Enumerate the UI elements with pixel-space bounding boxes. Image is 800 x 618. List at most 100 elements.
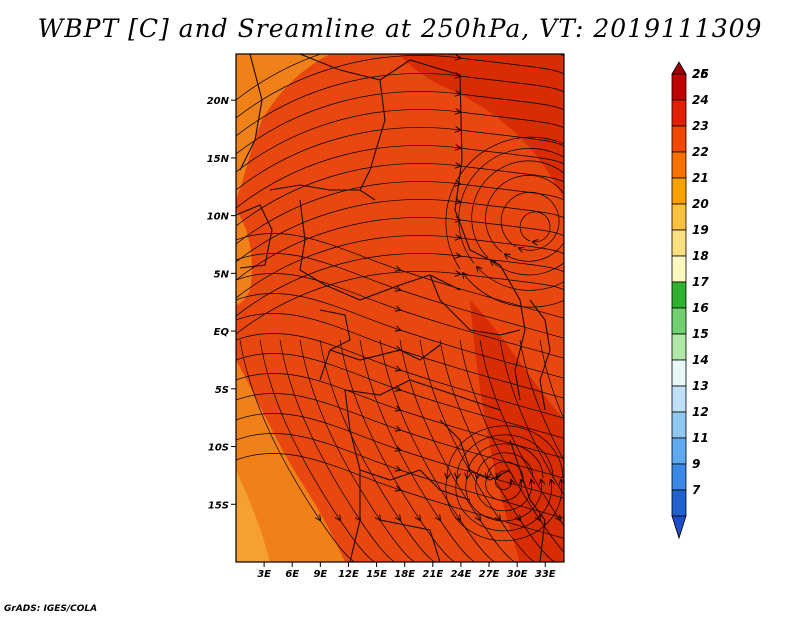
colorbar-swatch <box>671 281 687 309</box>
colorbar-label: 14 <box>692 353 709 367</box>
streamline <box>279 339 420 562</box>
colorbar-swatch <box>671 255 687 283</box>
lon-tick-label: 9E <box>313 569 327 580</box>
streamline <box>519 211 551 242</box>
colorbar-swatch <box>671 229 687 257</box>
lon-tick-label: 12E <box>338 569 359 580</box>
colorbar-bottom-arrow <box>671 515 687 540</box>
colorbar-swatch <box>671 333 687 361</box>
streamline <box>236 74 564 137</box>
streamline <box>236 218 564 281</box>
colorbar-label: 19 <box>692 223 709 237</box>
wbpt-cooler-region-southwest <box>236 470 270 562</box>
streamline <box>236 128 564 191</box>
colorbar-swatch <box>671 125 687 153</box>
streamlines <box>236 54 564 562</box>
lat-tick-label: 20N <box>207 96 230 107</box>
country-border <box>379 519 441 562</box>
streamline <box>236 54 564 101</box>
streamline <box>236 200 564 263</box>
country-border <box>344 379 501 411</box>
streamline <box>500 191 560 250</box>
colorbar-label: 15 <box>692 327 709 341</box>
country-border <box>429 274 521 336</box>
colorbar-label: 17 <box>692 275 709 289</box>
longitude-axis: 3E 6E 9E 12E 15E 18E 21E 24E 27E 30E 33E <box>257 562 556 580</box>
country-borders <box>236 54 551 562</box>
colorbar-swatch <box>671 411 687 439</box>
colorbar-top-arrow <box>671 61 687 75</box>
streamline <box>236 453 564 540</box>
country-border <box>236 204 273 269</box>
colorbar-label: 23 <box>692 119 709 133</box>
colorbar-label: 7 <box>692 483 701 497</box>
streamline <box>236 110 564 173</box>
colorbar-swatch <box>671 99 687 127</box>
colorbar-label: 12 <box>692 405 709 419</box>
colorbar-swatch <box>671 151 687 179</box>
country-border <box>269 184 376 201</box>
streamline <box>236 236 564 299</box>
wbpt-cool-region-southwest <box>236 360 345 562</box>
country-border <box>319 309 351 381</box>
country-border <box>299 199 326 286</box>
colorbar-swatch <box>671 307 687 335</box>
streamline <box>485 175 564 262</box>
country-border <box>359 469 471 501</box>
colorbar-swatch <box>671 73 687 101</box>
colorbar-label: 9 <box>692 457 700 471</box>
lon-tick-label: 30E <box>507 569 528 580</box>
country-border <box>329 344 441 361</box>
streamline <box>319 339 460 562</box>
streamline <box>236 56 564 119</box>
streamline <box>259 339 400 562</box>
country-border <box>239 54 263 171</box>
streamline <box>236 92 564 155</box>
streamline <box>299 339 440 562</box>
lat-tick-label: 10N <box>207 212 230 223</box>
colorbar-swatch <box>671 463 687 491</box>
colorbar-label: 16 <box>692 301 709 315</box>
lon-tick-label: 15E <box>366 569 387 580</box>
colorbar-label: 18 <box>692 249 709 263</box>
colorbar-swatch <box>671 177 687 205</box>
colorbar-swatch <box>671 489 687 517</box>
lon-tick-label: 33E <box>535 569 556 580</box>
lat-tick-label: 5S <box>215 385 229 396</box>
colorbar-swatch <box>671 203 687 231</box>
colorbar-label: 22 <box>692 145 709 159</box>
lat-tick-label: 15N <box>207 154 230 165</box>
colorbar-swatch <box>671 359 687 387</box>
colorbar-label: 25 <box>692 67 709 81</box>
streamline <box>458 148 564 291</box>
country-border <box>529 299 551 411</box>
country-border <box>509 439 546 562</box>
lon-tick-label: 24E <box>451 569 472 580</box>
map-title: WBPT [C] and Sreamline at 250hPa, VT: 20… <box>37 14 763 43</box>
colorbar-swatch <box>671 385 687 413</box>
colorbar-label: 20 <box>692 197 709 211</box>
country-border <box>514 299 526 401</box>
colorbar-label: 21 <box>692 171 709 185</box>
lat-tick-label: 10S <box>208 443 229 454</box>
colorbar-label: 26 <box>692 67 709 81</box>
colorbar-label: 24 <box>692 93 709 107</box>
country-border <box>454 159 521 301</box>
country-border <box>324 274 461 301</box>
colorbar-label: 11 <box>692 431 709 445</box>
streamline <box>236 146 564 209</box>
grads-credit: GrADS: IGES/COLA <box>4 604 98 614</box>
lon-tick-label: 21E <box>422 569 443 580</box>
lon-tick-label: 27E <box>479 569 500 580</box>
map-frame <box>235 53 565 563</box>
lon-tick-label: 3E <box>257 569 271 580</box>
lon-tick-label: 6E <box>285 569 299 580</box>
lat-tick-label: 5N <box>214 269 230 280</box>
wbpt-field <box>236 54 564 562</box>
streamline <box>471 160 564 276</box>
latitude-axis: 20N 15N 10N 5N EQ 5S 10S 15S <box>207 96 236 511</box>
streamline <box>236 182 564 245</box>
lat-tick-label: EQ <box>214 327 230 338</box>
